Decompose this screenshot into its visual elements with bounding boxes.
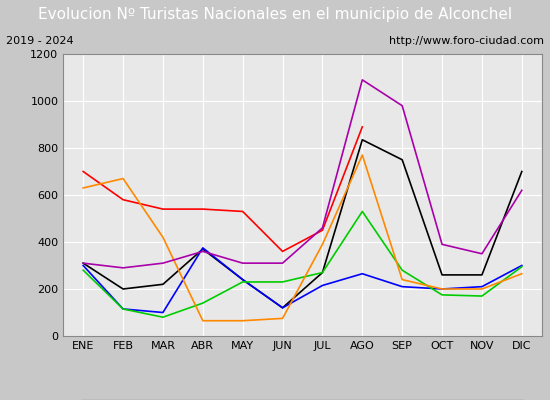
Text: http://www.foro-ciudad.com: http://www.foro-ciudad.com xyxy=(389,36,544,46)
Text: 2019 - 2024: 2019 - 2024 xyxy=(6,36,73,46)
Text: Evolucion Nº Turistas Nacionales en el municipio de Alconchel: Evolucion Nº Turistas Nacionales en el m… xyxy=(38,8,512,22)
